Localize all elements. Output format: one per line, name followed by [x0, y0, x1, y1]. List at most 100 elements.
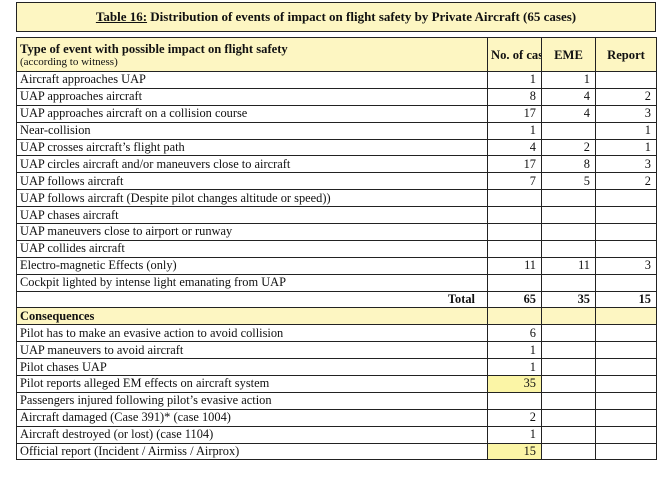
- consequence-row: Official report (Incident / Airmiss / Ai…: [16, 442, 657, 461]
- consequence-row: Pilot has to make an evasive action to a…: [16, 324, 657, 343]
- event-num-cases: [487, 206, 542, 225]
- event-label: UAP maneuvers close to airport or runway: [16, 223, 488, 241]
- consequence-report: [595, 341, 657, 360]
- event-label: UAP chases aircraft: [16, 206, 488, 225]
- event-num-cases: 1: [487, 71, 542, 89]
- event-row: UAP crosses aircraft’s flight path 4 2 1: [16, 138, 657, 157]
- consequence-report: [595, 408, 657, 427]
- header-row: Type of event with possible impact on fl…: [16, 37, 657, 72]
- consequence-eme: [541, 425, 596, 444]
- consequence-report: [595, 442, 657, 461]
- event-eme: 5: [541, 172, 596, 191]
- event-row: UAP follows aircraft 7 5 2: [16, 172, 657, 191]
- event-eme: 11: [541, 256, 596, 275]
- event-report: 2: [595, 87, 657, 106]
- event-label: Near-collision: [16, 121, 488, 140]
- consequences-header-blank: [541, 307, 596, 326]
- event-num-cases: 17: [487, 104, 542, 123]
- total-num: 65: [487, 290, 542, 309]
- event-row: Electro-magnetic Effects (only) 11 11 3: [16, 256, 657, 275]
- event-eme: 1: [541, 71, 596, 89]
- header-report: Report: [595, 37, 657, 72]
- event-label: UAP follows aircraft (Despite pilot chan…: [16, 189, 488, 208]
- consequence-eme: [541, 375, 596, 393]
- event-eme: [541, 239, 596, 258]
- events-body: Aircraft approaches UAP 1 1 UAP approaches …: [16, 71, 657, 292]
- event-num-cases: [487, 223, 542, 241]
- event-num-cases: 1: [487, 121, 542, 140]
- consequences-body: Pilot has to make an evasive action to a…: [16, 324, 657, 461]
- table-title: Table 16: Distribution of events of impa…: [16, 2, 656, 32]
- consequence-label: Aircraft destroyed (or lost) (case 1104): [16, 425, 488, 444]
- consequence-num-cases: 6: [487, 324, 542, 343]
- consequence-eme: [541, 442, 596, 461]
- table-title-text: Distribution of events of impact on flig…: [147, 9, 577, 24]
- event-row: Aircraft approaches UAP 1 1: [16, 71, 657, 89]
- event-report: 3: [595, 155, 657, 174]
- consequence-eme: [541, 324, 596, 343]
- header-type: Type of event with possible impact on fl…: [16, 37, 488, 72]
- flight-safety-table: Type of event with possible impact on fl…: [16, 37, 657, 461]
- consequence-num-cases: 1: [487, 358, 542, 377]
- event-num-cases: 4: [487, 138, 542, 157]
- event-eme: [541, 189, 596, 208]
- consequence-label: Aircraft damaged (Case 391)* (case 1004): [16, 408, 488, 427]
- consequence-num-cases: [487, 391, 542, 410]
- header-type-label: Type of event with possible impact on fl…: [20, 42, 288, 56]
- consequence-row: Aircraft destroyed (or lost) (case 1104)…: [16, 425, 657, 444]
- event-report: 3: [595, 256, 657, 275]
- event-label: UAP follows aircraft: [16, 172, 488, 191]
- total-row: Total 65 35 15: [16, 290, 657, 309]
- header-num-cases: No. of cases: [487, 37, 542, 72]
- event-report: [595, 206, 657, 225]
- event-report: [595, 239, 657, 258]
- event-row: UAP circles aircraft and/or maneuvers cl…: [16, 155, 657, 174]
- consequences-header-blank: [595, 307, 657, 326]
- event-eme: [541, 223, 596, 241]
- event-label: UAP collides aircraft: [16, 239, 488, 258]
- consequence-report: [595, 391, 657, 410]
- event-row: UAP collides aircraft: [16, 239, 657, 258]
- consequence-eme: [541, 358, 596, 377]
- event-label: Electro-magnetic Effects (only): [16, 256, 488, 275]
- consequence-num-cases: 15: [487, 442, 542, 461]
- event-eme: 8: [541, 155, 596, 174]
- event-num-cases: 17: [487, 155, 542, 174]
- event-row: UAP follows aircraft (Despite pilot chan…: [16, 189, 657, 208]
- consequence-label: UAP maneuvers to avoid aircraft: [16, 341, 488, 360]
- event-label: Cockpit lighted by intense light emanati…: [16, 273, 488, 292]
- consequence-row: Pilot reports alleged EM effects on airc…: [16, 375, 657, 393]
- total-eme: 35: [541, 290, 596, 309]
- header-type-sub: (according to witness): [20, 56, 118, 68]
- event-num-cases: [487, 189, 542, 208]
- event-report: [595, 189, 657, 208]
- header-eme: EME: [541, 37, 596, 72]
- consequence-report: [595, 324, 657, 343]
- consequence-eme: [541, 391, 596, 410]
- consequence-row: Pilot chases UAP 1: [16, 358, 657, 377]
- total-report: 15: [595, 290, 657, 309]
- event-eme: [541, 121, 596, 140]
- consequence-eme: [541, 408, 596, 427]
- consequences-header: Consequences: [16, 307, 488, 326]
- consequence-label: Passengers injured following pilot’s eva…: [16, 391, 488, 410]
- event-num-cases: [487, 239, 542, 258]
- event-num-cases: 8: [487, 87, 542, 106]
- event-eme: 4: [541, 104, 596, 123]
- event-report: [595, 71, 657, 89]
- consequence-eme: [541, 341, 596, 360]
- consequence-label: Official report (Incident / Airmiss / Ai…: [16, 442, 488, 461]
- event-report: 1: [595, 138, 657, 157]
- event-report: 2: [595, 172, 657, 191]
- event-num-cases: [487, 273, 542, 292]
- consequence-report: [595, 375, 657, 393]
- consequence-row: Passengers injured following pilot’s eva…: [16, 391, 657, 410]
- event-num-cases: 11: [487, 256, 542, 275]
- total-body: Total 65 35 15 Consequences: [16, 290, 657, 326]
- consequence-report: [595, 358, 657, 377]
- consequence-label: Pilot chases UAP: [16, 358, 488, 377]
- event-num-cases: 7: [487, 172, 542, 191]
- event-row: UAP approaches aircraft 8 4 2: [16, 87, 657, 106]
- consequence-label: Pilot has to make an evasive action to a…: [16, 324, 488, 343]
